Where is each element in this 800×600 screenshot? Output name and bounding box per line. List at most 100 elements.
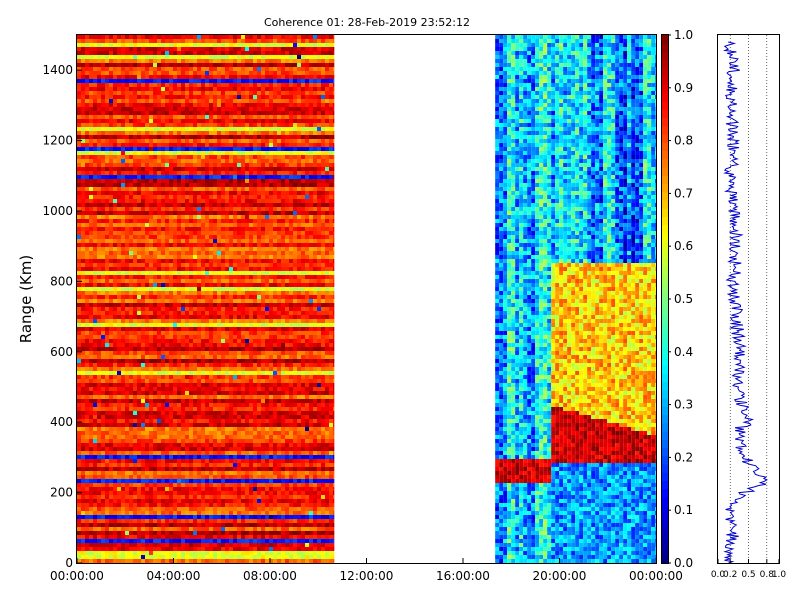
heatmap-cell (181, 299, 185, 303)
heatmap-cell (157, 55, 161, 59)
heatmap-cell (309, 167, 313, 171)
heatmap-cell (193, 111, 197, 115)
heatmap-cell (301, 95, 305, 99)
heatmap-cell (149, 67, 153, 71)
heatmap-cell (237, 175, 241, 179)
heatmap-cell (217, 211, 221, 215)
heatmap-cell (145, 243, 149, 247)
heatmap-cell (117, 83, 121, 87)
heatmap-cell (293, 87, 297, 91)
heatmap-cell (273, 267, 277, 271)
heatmap-cell (285, 87, 289, 91)
heatmap-cell (273, 195, 277, 199)
heatmap-cell (137, 191, 141, 195)
heatmap-cell (113, 211, 117, 215)
heatmap-cell (201, 47, 205, 51)
heatmap-cell (293, 143, 297, 147)
heatmap-cell (201, 155, 205, 159)
heatmap-cell (229, 207, 233, 211)
heatmap-cell (249, 339, 253, 343)
heatmap-cell (133, 275, 137, 279)
heatmap-cell (333, 279, 335, 283)
heatmap-cell (265, 323, 269, 327)
heatmap-cell (125, 211, 129, 215)
heatmap-cell (209, 295, 213, 299)
heatmap-cell (165, 211, 169, 215)
heatmap-cell (269, 339, 273, 343)
heatmap-cell (185, 215, 189, 219)
heatmap-cell (265, 235, 269, 239)
heatmap-cell (165, 251, 169, 255)
heatmap-cell (125, 271, 129, 275)
heatmap-cell (149, 91, 153, 95)
heatmap-cell (309, 111, 313, 115)
heatmap-cell (257, 103, 261, 107)
heatmap-cell (253, 291, 257, 295)
heatmap-cell (309, 291, 313, 295)
heatmap-cell (297, 311, 301, 315)
heatmap-cell (237, 51, 241, 55)
heatmap-cell (225, 327, 229, 331)
heatmap-cell (121, 151, 125, 155)
heatmap-cell (249, 251, 253, 255)
heatmap-cell (77, 327, 81, 331)
heatmap-cell (269, 287, 273, 291)
heatmap-cell (293, 35, 297, 39)
heatmap-cell (109, 55, 113, 59)
heatmap-cell (229, 83, 233, 87)
heatmap-cell (89, 147, 93, 151)
heatmap-cell (153, 143, 157, 147)
heatmap-cell (277, 55, 281, 59)
heatmap-cell (145, 287, 149, 291)
heatmap-cell (305, 51, 309, 55)
heatmap-cell (81, 67, 85, 71)
heatmap-cell (153, 55, 157, 59)
heatmap-cell (157, 143, 161, 147)
heatmap-cell (333, 199, 335, 203)
heatmap-cell (241, 195, 245, 199)
heatmap-cell (193, 99, 197, 103)
heatmap-cell (305, 131, 309, 135)
heatmap-cell (233, 79, 237, 83)
heatmap-cell (109, 99, 113, 103)
heatmap-cell (273, 203, 277, 207)
heatmap-cell (205, 319, 209, 323)
heatmap-cell (137, 307, 141, 311)
heatmap-cell (333, 159, 335, 163)
heatmap-cell (169, 207, 173, 211)
heatmap-cell (185, 259, 189, 263)
heatmap-cell (161, 279, 165, 283)
heatmap-cell (241, 131, 245, 135)
heatmap-cell (153, 311, 157, 315)
heatmap-cell (85, 127, 89, 131)
heatmap-cell (149, 95, 153, 99)
heatmap-cell (177, 71, 181, 75)
heatmap-cell (333, 107, 335, 111)
heatmap-cell (221, 99, 225, 103)
heatmap-cell (277, 211, 281, 215)
heatmap-cell (289, 159, 293, 163)
heatmap-cell (317, 251, 321, 255)
heatmap-cell (277, 171, 281, 175)
heatmap-cell (209, 263, 213, 267)
heatmap-cell (109, 195, 113, 199)
heatmap-cell (181, 179, 185, 183)
heatmap-cell (229, 55, 233, 59)
heatmap-cell (153, 195, 157, 199)
heatmap-cell (237, 267, 241, 271)
heatmap-cell (193, 267, 197, 271)
heatmap-cell (289, 235, 293, 239)
heatmap-cell (77, 91, 81, 95)
heatmap-cell (285, 179, 289, 183)
heatmap-cell (185, 183, 189, 187)
heatmap-cell (189, 175, 193, 179)
heatmap-cell (241, 43, 245, 47)
heatmap-cell (313, 191, 317, 195)
heatmap-cell (269, 307, 273, 311)
heatmap-cell (145, 71, 149, 75)
heatmap-cell (241, 151, 245, 155)
heatmap-cell (313, 87, 317, 91)
heatmap-cell (197, 211, 201, 215)
heatmap-cell (217, 215, 221, 219)
heatmap-cell (305, 187, 309, 191)
